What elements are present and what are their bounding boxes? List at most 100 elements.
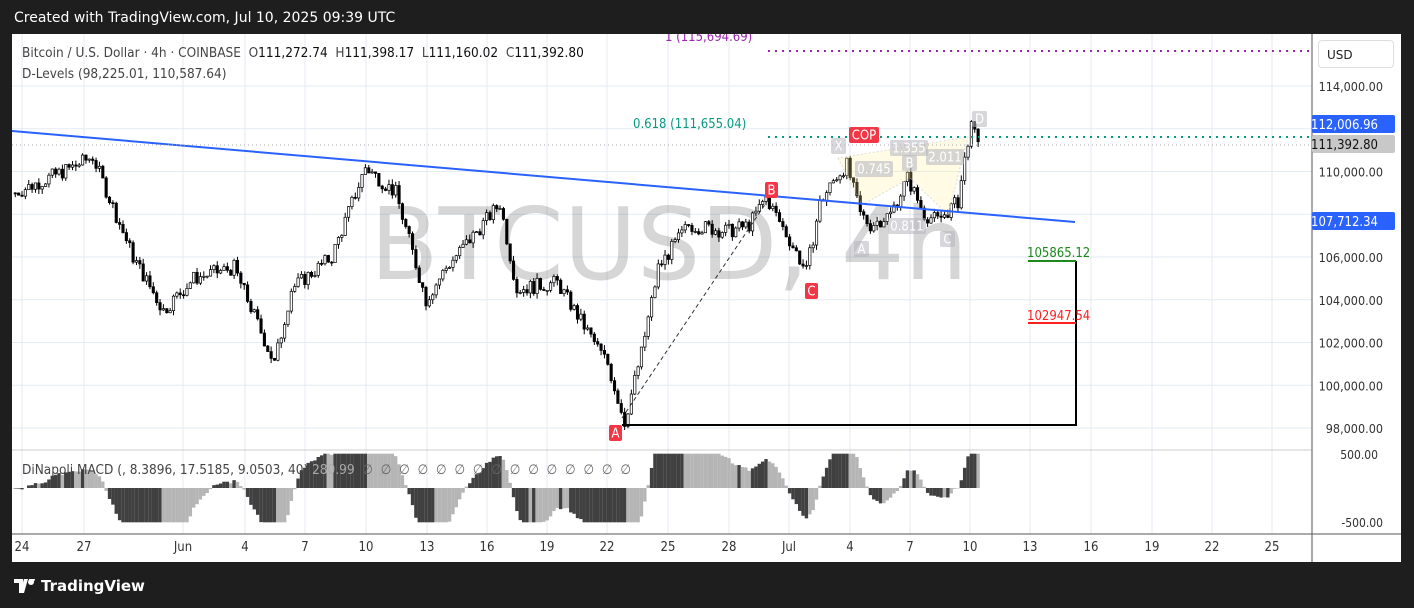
macd-bar	[131, 488, 135, 523]
macd-bar	[114, 488, 118, 514]
candle-body	[30, 184, 34, 190]
macd-bar	[824, 467, 829, 488]
candle-body	[599, 343, 603, 351]
created-text: Created with TradingView.com, Jul 10, 20…	[14, 10, 396, 26]
candle-body	[845, 157, 849, 177]
candle-body	[612, 380, 617, 392]
macd-bar	[431, 488, 435, 523]
macd-bar	[394, 456, 398, 488]
macd-bar	[609, 488, 613, 523]
candle-body	[468, 239, 472, 244]
candle-body	[700, 232, 704, 235]
candle-body	[431, 294, 435, 301]
candle-body	[111, 202, 115, 205]
time-tick: 7	[906, 540, 913, 555]
macd-bar	[602, 488, 607, 523]
cop-label: COP	[852, 129, 876, 144]
macd-bar	[336, 453, 341, 488]
tradingview-logo[interactable]: TradingView	[14, 577, 145, 595]
macd-legend[interactable]: DiNapoli MACD (, 8.3896, 17.5185, 9.0503…	[22, 462, 633, 478]
macd-bar	[528, 488, 533, 523]
macd-bar	[141, 488, 145, 523]
candle-body	[101, 165, 105, 179]
price-tick: 102,000.00	[1319, 336, 1383, 351]
macd-bar	[552, 488, 556, 512]
macd-bar	[192, 488, 196, 508]
macd-bar	[962, 467, 967, 488]
candle-body	[309, 272, 314, 277]
macd-bar	[276, 488, 280, 523]
ratio-0811-bg	[888, 218, 926, 234]
macd-bar	[70, 471, 75, 488]
macd-bar	[878, 488, 883, 504]
fib-0618-label: 0.618 (111,655.04)	[633, 117, 746, 132]
chart-canvas[interactable]: BTCUSD, 4h 1 (115,694.69) 0.618 (111,655.0…	[12, 34, 1401, 562]
macd-bar	[171, 488, 176, 523]
time-tick: 16	[480, 540, 495, 555]
macd-bar	[148, 488, 152, 523]
macd-bar	[407, 488, 411, 495]
macd-bar	[572, 488, 576, 514]
candle-body	[27, 184, 31, 191]
indicator-legend[interactable]: D-Levels (98,225.01, 110,587.64)	[22, 66, 227, 82]
candle-body	[384, 188, 388, 191]
candle-body	[555, 276, 559, 281]
macd-bar	[117, 488, 122, 521]
macd-bar	[848, 453, 852, 488]
candle-body	[165, 308, 169, 314]
macd-bar	[330, 454, 334, 488]
macd-bar	[973, 453, 977, 488]
candle-body	[320, 262, 324, 265]
macd-bar	[259, 488, 263, 523]
macd-bar	[838, 453, 842, 488]
candle-body	[932, 212, 936, 219]
candle-body	[262, 332, 266, 347]
candle-body	[757, 204, 761, 212]
macd-bar	[959, 480, 963, 488]
macd-bar	[101, 481, 105, 488]
macd-bar	[599, 488, 603, 523]
macd-bar	[814, 488, 819, 500]
macd-axis-top: 500.00	[1340, 448, 1378, 462]
candle-body	[592, 333, 596, 342]
time-tick: Jun	[173, 540, 192, 555]
macd-bar	[242, 488, 246, 490]
macd-bar	[67, 471, 71, 488]
macd-empty-values: ∅ ∅ ∅ ∅ ∅ ∅ ∅ ∅ ∅ ∅ ∅ ∅ ∅ ∅ ∅	[362, 462, 633, 478]
candle-body	[404, 219, 408, 227]
candle-body	[202, 275, 206, 278]
candle-body	[680, 229, 684, 234]
candle-body	[40, 186, 44, 190]
macd-bar	[306, 462, 310, 488]
time-tick: 19	[1145, 540, 1160, 555]
macd-bar	[16, 488, 21, 489]
candle-body	[259, 318, 263, 334]
macd-bar	[77, 471, 81, 488]
currency-button[interactable]: USD	[1318, 40, 1394, 68]
candle-body	[323, 255, 327, 265]
candle-body	[852, 177, 856, 183]
time-tick: 16	[1084, 540, 1099, 555]
symbol-name[interactable]: Bitcoin / U.S. Dollar · 4h · COINBASE	[22, 45, 241, 61]
chart-frame[interactable]: BTCUSD, 4h 1 (115,694.69) 0.618 (111,655.0…	[12, 34, 1401, 562]
candle-body	[690, 225, 694, 232]
macd-bar	[464, 486, 469, 488]
candle-body	[633, 375, 637, 395]
candle-body	[235, 259, 240, 274]
macd-bar	[895, 488, 900, 491]
candle-body	[552, 276, 556, 284]
macd-bar	[208, 488, 213, 490]
harmonic-c: C	[943, 233, 951, 248]
candle-body	[942, 214, 947, 218]
macd-bar	[562, 488, 566, 509]
candle-body	[121, 224, 125, 233]
candle-body	[889, 211, 893, 215]
candle-body	[565, 289, 569, 293]
candle-body	[650, 297, 654, 318]
candle-body	[313, 275, 317, 277]
candle-body	[353, 196, 357, 199]
candle-body	[306, 272, 310, 285]
tradingview-logo-icon	[14, 579, 35, 593]
macd-bar	[188, 488, 193, 517]
open-value: 111,272.74	[258, 45, 328, 61]
